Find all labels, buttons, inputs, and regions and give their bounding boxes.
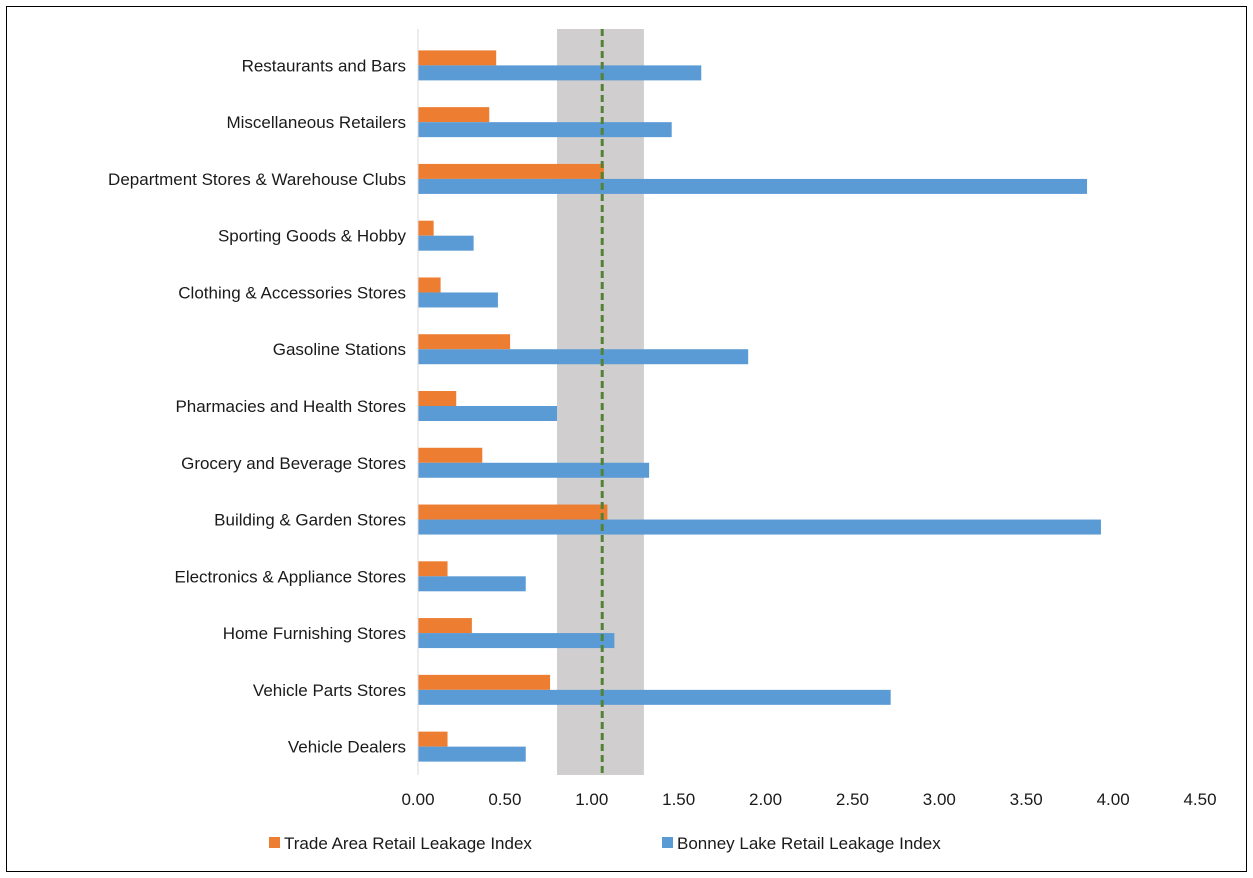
bonney-lake-bar xyxy=(418,519,1101,535)
category-label: Electronics & Appliance Stores xyxy=(174,567,406,586)
leakage-bar-chart: Vehicle Dealers Vehicle Parts Stores Home … xyxy=(108,29,1217,853)
legend-label: Trade Area Retail Leakage Index xyxy=(284,834,532,853)
category-label: Miscellaneous Retailers xyxy=(226,113,406,132)
category-label: Pharmacies and Health Stores xyxy=(175,397,406,416)
bonney-lake-bar xyxy=(418,292,498,308)
category-label: Grocery and Beverage Stores xyxy=(181,454,406,473)
legend-swatch xyxy=(269,837,280,848)
category-label: Sporting Goods & Hobby xyxy=(218,227,407,246)
bonney-lake-bar xyxy=(418,65,702,81)
trade-area-bar xyxy=(418,561,448,577)
trade-area-bar xyxy=(418,334,511,350)
bonney-lake-bar xyxy=(418,746,526,762)
category-label: Gasoline Stations xyxy=(273,340,406,359)
category-label: Home Furnishing Stores xyxy=(223,624,406,643)
trade-area-bar xyxy=(418,220,434,236)
bonney-lake-bar xyxy=(418,349,749,365)
x-tick-label: 3.50 xyxy=(1010,790,1043,809)
bonney-lake-bar xyxy=(418,235,474,251)
bonney-lake-bar xyxy=(418,462,650,478)
category-label: Department Stores & Warehouse Clubs xyxy=(108,170,406,189)
x-tick-label: 4.50 xyxy=(1183,790,1216,809)
reference-band xyxy=(557,29,644,775)
trade-area-bar xyxy=(418,731,448,747)
trade-area-bar xyxy=(418,277,441,293)
trade-area-bar xyxy=(418,674,551,690)
trade-area-bar xyxy=(418,391,457,406)
bonney-lake-bar xyxy=(418,122,672,138)
x-tick-label: 2.50 xyxy=(836,790,869,809)
category-label: Clothing & Accessories Stores xyxy=(178,283,406,302)
x-tick-label: 0.00 xyxy=(401,790,434,809)
legend-label: Bonney Lake Retail Leakage Index xyxy=(677,834,941,853)
category-label: Building & Garden Stores xyxy=(214,511,406,530)
bonney-lake-bar xyxy=(418,689,891,705)
trade-area-bar xyxy=(418,504,608,520)
trade-area-bar xyxy=(418,618,472,634)
x-tick-label: 1.50 xyxy=(662,790,695,809)
category-label: Restaurants and Bars xyxy=(242,56,406,75)
category-label: Vehicle Dealers xyxy=(288,738,406,757)
x-tick-label: 4.00 xyxy=(1097,790,1130,809)
trade-area-bar xyxy=(418,107,490,123)
x-tick-label: 3.00 xyxy=(923,790,956,809)
x-tick-label: 1.00 xyxy=(575,790,608,809)
x-tick-label: 0.50 xyxy=(488,790,521,809)
legend-swatch xyxy=(662,837,673,848)
trade-area-bar xyxy=(418,163,604,179)
bonney-lake-bar xyxy=(418,406,558,421)
trade-area-bar xyxy=(418,447,483,463)
bonney-lake-bar xyxy=(418,178,1088,194)
trade-area-bar xyxy=(418,50,497,66)
chart-frame: Vehicle Dealers Vehicle Parts Stores Home … xyxy=(6,6,1247,872)
x-tick-label: 2.00 xyxy=(749,790,782,809)
category-label: Vehicle Parts Stores xyxy=(253,681,406,700)
bonney-lake-bar xyxy=(418,633,615,649)
bonney-lake-bar xyxy=(418,576,526,592)
